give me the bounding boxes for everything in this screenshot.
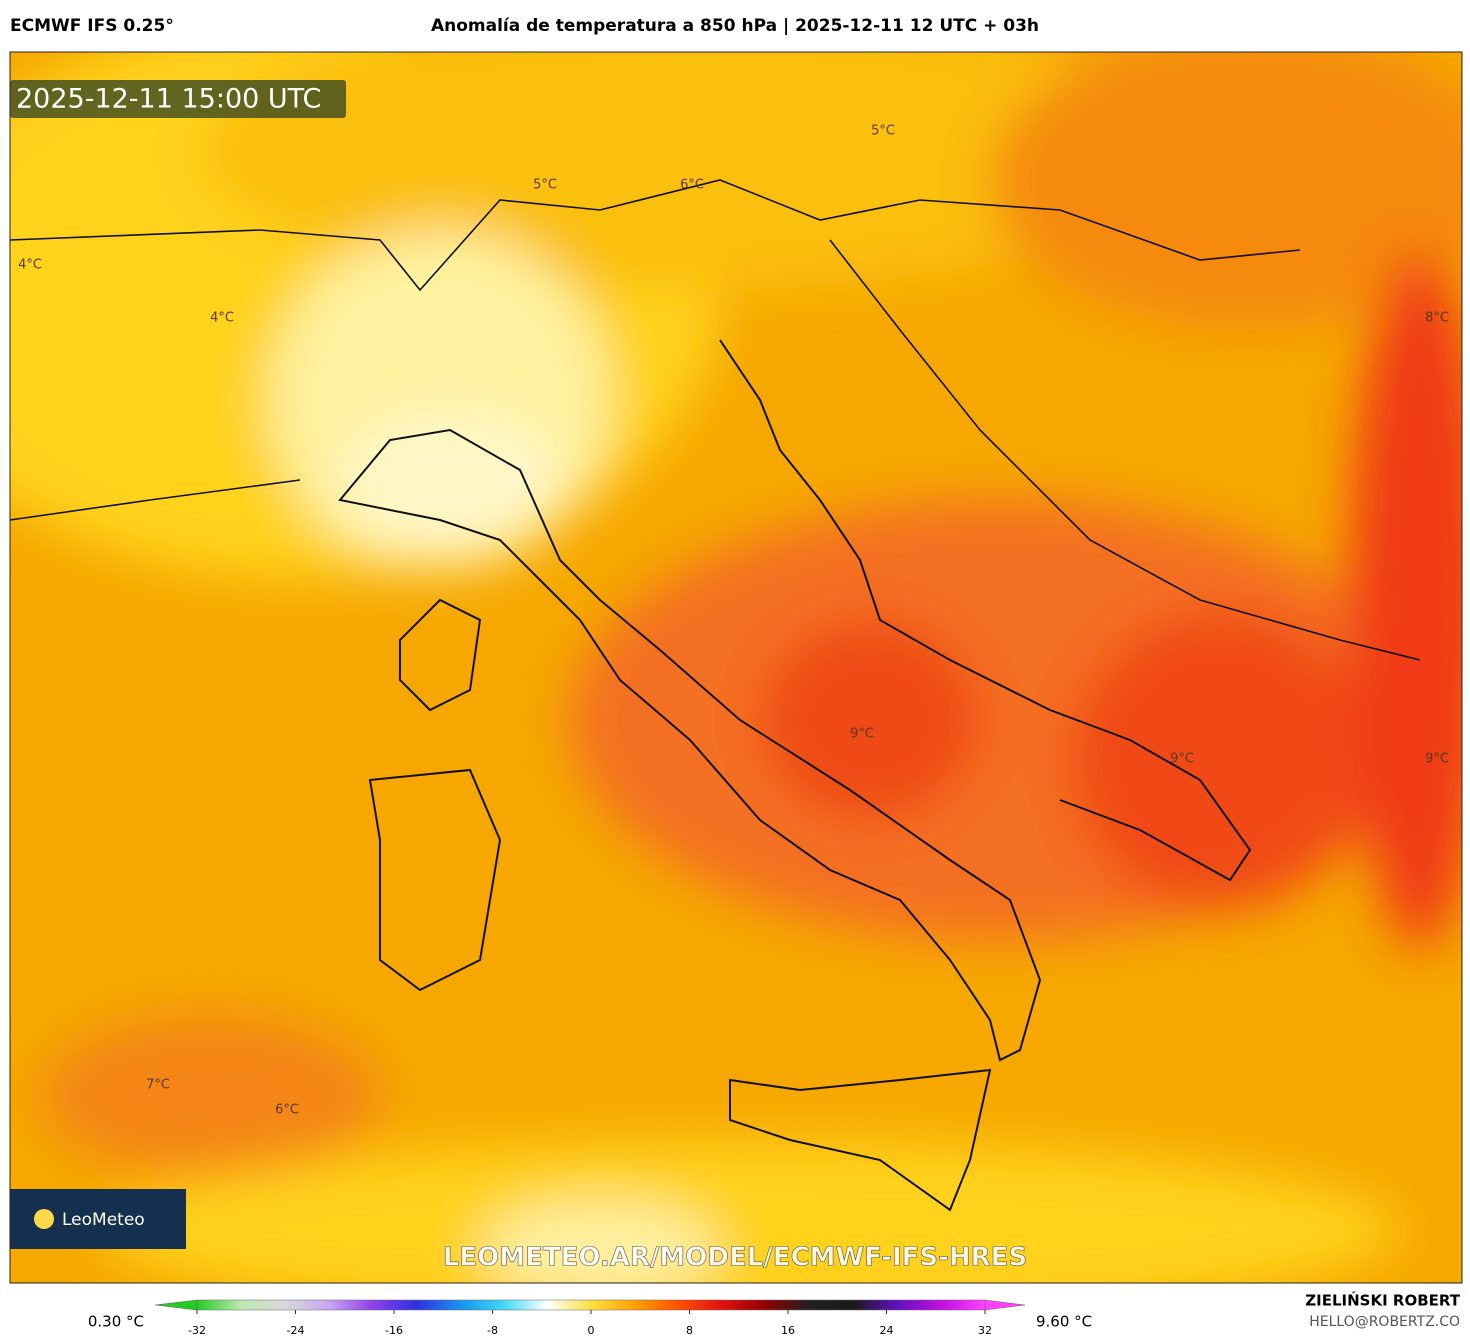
colorbar-tick-label: -24 — [287, 1324, 305, 1337]
colorbar-tick-label: 32 — [978, 1324, 992, 1337]
map-frame — [9, 51, 1463, 1284]
colorbar-tick-label: 16 — [781, 1324, 795, 1337]
warm-zone — [1350, 250, 1462, 950]
contour-label: 7°C — [146, 1078, 170, 1093]
field-shading — [10, 52, 1462, 1283]
contour-label: 9°C — [850, 727, 874, 742]
contour-label: 5°C — [871, 124, 895, 139]
author: ZIELIŃSKI ROBERT — [1305, 1291, 1460, 1310]
timestamp-box — [10, 80, 346, 118]
timestamp: 2025-12-11 15:00 UTC — [16, 84, 321, 115]
contour-label: 9°C — [1170, 752, 1194, 767]
warm-zone — [100, 1140, 1400, 1283]
colorbar-tick-label: -32 — [188, 1324, 206, 1337]
email: HELLO@ROBERTZ.CO — [1309, 1314, 1460, 1330]
warm-zone — [1070, 610, 1370, 910]
colorbar-end-arrow — [984, 1299, 1026, 1311]
contour-label: 6°C — [680, 178, 704, 193]
border-line — [10, 179, 1421, 661]
colorbar-tick-label: 8 — [686, 1324, 693, 1337]
colorbar-start-arrow — [154, 1299, 198, 1311]
colorbar-min-label: 0.30 °C — [88, 1313, 144, 1331]
contour-label: 6°C — [275, 1103, 299, 1118]
colorbar-tick-label: -8 — [487, 1324, 498, 1337]
warm-zone — [40, 1015, 380, 1175]
logo-sun — [34, 1209, 54, 1229]
colorbar: -32 -24 -16 -8 0 8 16 24 32 — [154, 1299, 1026, 1337]
island-outline — [368, 598, 992, 1212]
colorbar-tick-label: -16 — [385, 1324, 403, 1337]
logo-text: LeoMeteo — [62, 1210, 145, 1230]
model-label: ECMWF IFS 0.25° — [10, 16, 174, 36]
colorbar-tick-label: 0 — [588, 1324, 595, 1337]
contour-label: 5°C — [533, 178, 557, 193]
map-field: 5°C 5°C 6°C 4°C 4°C 8°C 9°C 9°C 9°C 7°C 6°C 2025-1… — [10, 52, 1462, 1283]
colorbar-tick-label: 24 — [880, 1324, 894, 1337]
contour-label: 9°C — [1425, 752, 1449, 767]
colorbar-bar — [196, 1299, 986, 1311]
contour-label-layer: 5°C 5°C 6°C 4°C 4°C 8°C 9°C 9°C 9°C 7°C 6°C — [18, 124, 1449, 1118]
warm-zone — [340, 410, 560, 550]
colorbar-max-label: 9.60 °C — [1036, 1313, 1092, 1331]
contour-label: 4°C — [18, 258, 42, 273]
warm-zone — [990, 52, 1462, 330]
warm-zone — [760, 620, 980, 820]
coastline — [338, 339, 1252, 1062]
warm-zone — [480, 1200, 720, 1283]
watermark: LEOMETEO.AR/MODEL/ECMWF-IFS-HRES — [443, 1243, 1027, 1273]
map-title: Anomalía de temperatura a 850 hPa | 2025… — [431, 16, 1039, 36]
contour-label: 4°C — [210, 311, 234, 326]
contour-label: 8°C — [1425, 311, 1449, 326]
